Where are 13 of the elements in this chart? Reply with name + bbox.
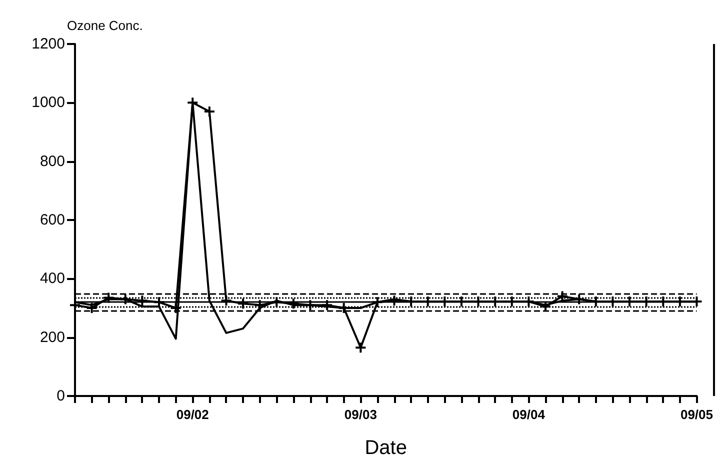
y-axis-title: Ozone Conc.: [67, 18, 143, 33]
y-tick-label: 1000: [32, 94, 65, 112]
y-tick-label: 1200: [32, 36, 65, 52]
y-tick-label: 600: [40, 212, 65, 228]
x-tick-label: 09/02: [176, 407, 209, 422]
x-axis-title: Date: [364, 437, 407, 459]
x-tick-label: 09/05: [680, 407, 714, 422]
x-tick-label: 09/04: [512, 407, 546, 422]
y-tick-label: 400: [40, 270, 65, 288]
y-tick-label: 800: [40, 152, 65, 170]
x-tick-label: 09/03: [344, 407, 377, 422]
y-tick-label: 0: [56, 388, 65, 404]
y-tick-label: 200: [40, 328, 65, 346]
